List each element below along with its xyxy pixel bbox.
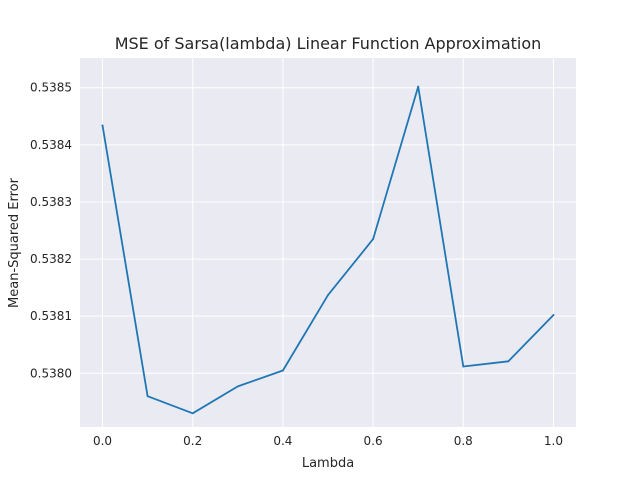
- x-axis-label: Lambda: [302, 456, 354, 471]
- x-tick-label: 0.2: [183, 434, 202, 448]
- data-point: [282, 369, 284, 372]
- data-point: [417, 85, 420, 88]
- y-tick-label: 0.5382: [30, 252, 72, 266]
- data-point: [327, 294, 329, 296]
- x-tick-label: 0.8: [454, 434, 473, 448]
- series-layer: [101, 85, 555, 415]
- data-point: [236, 385, 239, 388]
- y-tick-label: 0.5381: [30, 309, 72, 323]
- x-tick-label: 0.4: [273, 434, 292, 448]
- x-tick-label: 0.0: [93, 434, 112, 448]
- data-point: [507, 360, 510, 363]
- data-point: [101, 124, 104, 127]
- y-tick-label: 0.5384: [30, 138, 72, 152]
- data-point: [462, 365, 465, 368]
- grid: [80, 58, 576, 427]
- chart-title: MSE of Sarsa(lambda) Linear Function App…: [115, 34, 542, 53]
- data-point: [146, 395, 149, 398]
- y-axis-ticks: 0.5380 0.5381 0.5382 0.5383 0.5384 0.5385: [30, 81, 72, 381]
- y-tick-label: 0.5383: [30, 195, 72, 209]
- plot-background: [80, 58, 576, 427]
- data-point: [191, 412, 194, 415]
- y-axis-label: Mean-Squared Error: [7, 177, 22, 308]
- data-point: [552, 314, 555, 316]
- y-tick-label: 0.5380: [30, 366, 72, 380]
- y-tick-label: 0.5385: [30, 81, 72, 95]
- x-tick-label: 0.6: [364, 434, 383, 448]
- x-tick-label: 1.0: [544, 434, 563, 448]
- data-point: [372, 238, 374, 241]
- x-axis-ticks: 0.0 0.2 0.4 0.6 0.8 1.0: [93, 434, 563, 448]
